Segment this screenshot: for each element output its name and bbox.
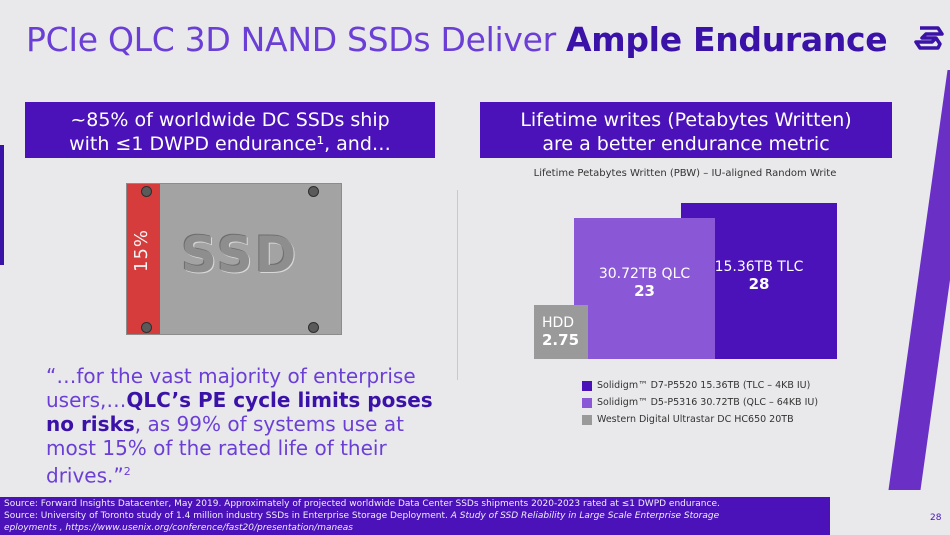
legend-label: Western Digital Ultrastar DC HC650 20TB bbox=[597, 414, 794, 425]
right-header-line1: Lifetime writes (Petabytes Written) bbox=[520, 109, 852, 131]
right-header-line2: are a better endurance metric bbox=[542, 133, 830, 155]
screw-icon bbox=[308, 322, 319, 333]
legend-swatch bbox=[582, 380, 592, 391]
screw-icon bbox=[141, 322, 152, 333]
legend-item: Solidigm™ D5-P5316 30.72TB (QLC – 64KB I… bbox=[582, 394, 818, 411]
legend-swatch bbox=[582, 397, 592, 408]
legend-item: Solidigm™ D7-P5520 15.36TB (TLC – 4KB IU… bbox=[582, 377, 818, 394]
chart-legend: Solidigm™ D7-P5520 15.36TB (TLC – 4KB IU… bbox=[582, 377, 818, 428]
bar-hdd: HDD 2.75 bbox=[534, 305, 588, 359]
legend-label: Solidigm™ D5-P5316 30.72TB (QLC – 64KB I… bbox=[597, 397, 819, 408]
left-header-line1: ~85% of worldwide DC SSDs ship bbox=[70, 109, 390, 131]
bar-qlc: 30.72TB QLC 23 bbox=[574, 218, 715, 359]
bar-tlc-label: 15.36TB TLC bbox=[714, 259, 804, 275]
footer-line3: eployments , https://www.usenix.org/conf… bbox=[4, 523, 353, 533]
chart-title: Lifetime Petabytes Written (PBW) – IU-al… bbox=[533, 168, 837, 179]
ssd-percent-label: 15% bbox=[131, 228, 152, 272]
bar-tlc-value: 28 bbox=[748, 275, 770, 293]
ssd-label: SSD bbox=[181, 226, 299, 284]
screw-icon bbox=[141, 186, 152, 197]
ssd-illustration: 15% SSD bbox=[126, 183, 342, 335]
slide-title: PCIe QLC 3D NAND SSDs Deliver Ample Endu… bbox=[26, 20, 888, 59]
right-header-box: Lifetime writes (Petabytes Written) are … bbox=[480, 102, 892, 158]
source-footer: Source: Forward Insights Datacenter, May… bbox=[0, 497, 830, 535]
bar-qlc-value: 23 bbox=[634, 282, 655, 300]
left-header-line2: with ≤1 DWPD endurance¹, and… bbox=[69, 133, 391, 155]
bar-qlc-label: 30.72TB QLC bbox=[598, 266, 691, 282]
page-number: 28 bbox=[930, 513, 942, 523]
bar-hdd-value: 2.75 bbox=[542, 331, 580, 349]
right-edge-accent bbox=[888, 70, 950, 490]
solidigm-logo-icon bbox=[914, 26, 944, 50]
legend-item: Western Digital Ultrastar DC HC650 20TB bbox=[582, 411, 818, 428]
footer-line2: Source: University of Toronto study of 1… bbox=[4, 511, 720, 521]
screw-icon bbox=[308, 186, 319, 197]
column-divider bbox=[457, 190, 458, 380]
ssd-used-band bbox=[127, 184, 160, 334]
legend-swatch bbox=[582, 414, 592, 425]
bar-hdd-label: HDD bbox=[542, 315, 575, 331]
footer-line1: Source: Forward Insights Datacenter, May… bbox=[4, 499, 720, 509]
legend-label: Solidigm™ D7-P5520 15.36TB (TLC – 4KB IU… bbox=[597, 380, 811, 391]
left-header-box: ~85% of worldwide DC SSDs ship with ≤1 D… bbox=[25, 102, 435, 158]
left-edge-accent bbox=[0, 145, 4, 265]
quote-text: “…for the vast majority of enterprise us… bbox=[46, 364, 433, 488]
